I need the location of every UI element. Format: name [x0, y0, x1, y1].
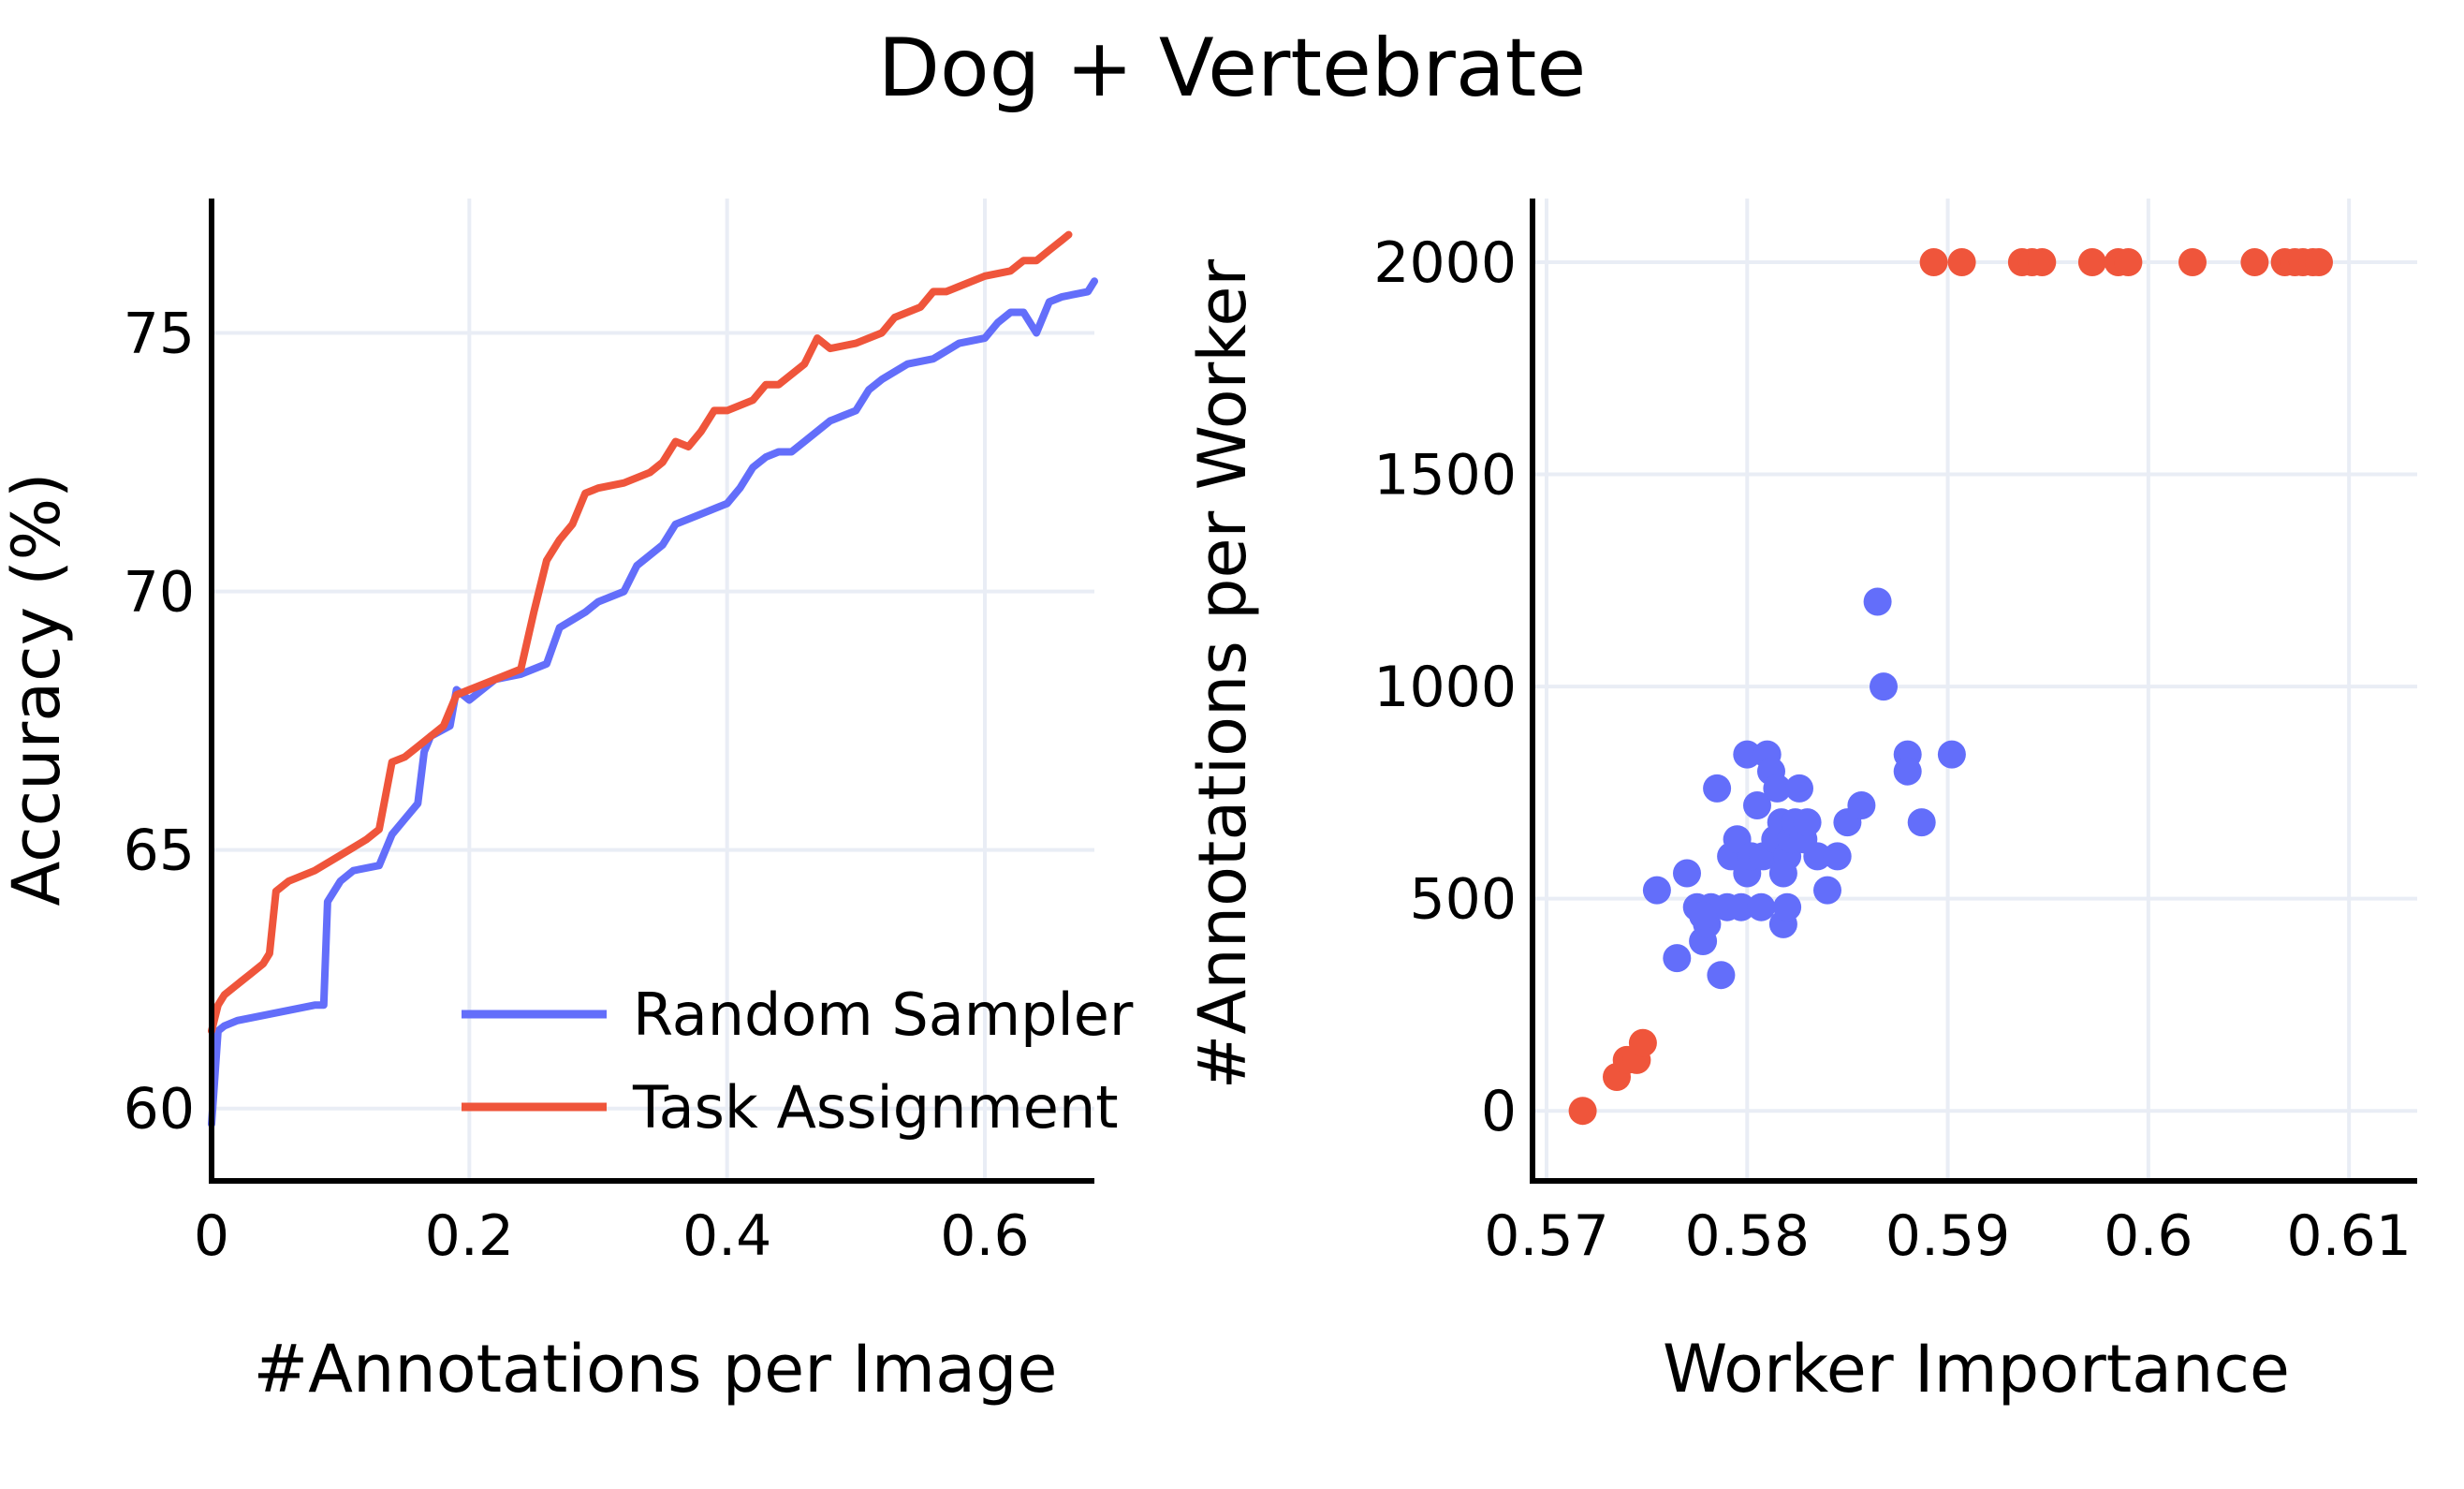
scatter-point — [2028, 248, 2057, 276]
scatter-point — [1773, 892, 1802, 921]
legend: Random Sampler Task Assignment — [462, 980, 1134, 1142]
scatter-point — [1793, 808, 1822, 837]
scatter-point — [1919, 248, 1948, 276]
scatter-point — [1893, 757, 1922, 786]
scatter-point — [1628, 1028, 1657, 1057]
scatter-point — [1726, 892, 1755, 921]
figure-title: Dog + Vertebrate — [878, 22, 1587, 115]
scatter-point — [2077, 248, 2106, 276]
left-x-tick-label: 0.4 — [682, 1203, 771, 1269]
scatter-point — [1568, 1097, 1597, 1126]
left-y-axis-label: Accuracy (%) — [0, 473, 75, 907]
right-x-tick-label: 0.58 — [1684, 1203, 1810, 1269]
series-line-task-assignment — [208, 230, 1073, 1035]
scatter-point — [1863, 587, 1892, 616]
scatter-point — [1733, 740, 1762, 769]
right-x-tick-label: 0.6 — [2104, 1203, 2193, 1269]
scatter-point — [1689, 901, 1718, 930]
legend-label-random-sampler: Random Sampler — [633, 980, 1134, 1049]
right-x-axis-label: Worker Importance — [1663, 1331, 2290, 1408]
scatter-point — [1907, 808, 1936, 837]
scatter-point — [1768, 859, 1797, 888]
scatter-point — [1947, 248, 1976, 276]
right-y-tick-label: 2000 — [1373, 230, 1517, 296]
accuracy-chart: 0 0.2 0.4 0.6 60 65 70 75 #Annotations per Imag… — [0, 199, 1134, 1408]
right-axes — [1530, 199, 2417, 1184]
scatter-point — [1743, 791, 1771, 819]
scatter-point — [1642, 876, 1671, 905]
series-line-random-sampler — [208, 277, 1098, 1128]
right-x-tick-label: 0.61 — [2286, 1203, 2412, 1269]
scatter-point — [2114, 248, 2143, 276]
left-x-tick-label: 0 — [194, 1203, 229, 1269]
scatter-point — [2240, 248, 2269, 276]
scatter-point — [1747, 892, 1776, 921]
scatter-point — [1663, 944, 1692, 973]
scatter-point — [1785, 774, 1813, 803]
left-x-tick-label: 0.6 — [940, 1203, 1029, 1269]
legend-label-task-assignment: Task Assignment — [632, 1073, 1119, 1142]
scatter-point — [2178, 248, 2207, 276]
worker-scatter-chart: 0.57 0.58 0.59 0.6 0.61 0 500 1000 1500 2000 Work… — [1184, 199, 2417, 1408]
left-y-tick-label: 75 — [124, 302, 195, 367]
scatter-point — [1763, 774, 1792, 803]
right-y-tick-label: 1000 — [1373, 655, 1517, 720]
right-y-tick-label: 1500 — [1373, 443, 1517, 509]
right-x-tick-label: 0.59 — [1885, 1203, 2011, 1269]
scatter-point — [1707, 961, 1736, 990]
left-axes — [209, 199, 1094, 1184]
right-y-tick-label: 500 — [1409, 867, 1517, 933]
scatter-point — [2305, 248, 2333, 276]
right-y-axis-label: #Annotations per Worker — [1184, 259, 1261, 1090]
left-y-tick-label: 60 — [124, 1077, 195, 1143]
scatter-point — [1803, 842, 1832, 871]
left-x-tick-label: 0.2 — [425, 1203, 514, 1269]
scatter-point — [1870, 672, 1898, 701]
right-x-tick-label: 0.57 — [1484, 1203, 1609, 1269]
left-x-axis-label: #Annotations per Image — [253, 1331, 1057, 1408]
scatter-point — [1673, 859, 1701, 888]
left-y-tick-label: 70 — [124, 560, 195, 626]
scatter-point — [1813, 876, 1841, 905]
left-y-tick-label: 65 — [124, 818, 195, 884]
scatter-point — [1703, 774, 1732, 803]
scatter-point — [1823, 842, 1852, 871]
scatter-point — [1847, 791, 1876, 819]
scatter-point — [1937, 740, 1966, 769]
right-y-tick-label: 0 — [1481, 1079, 1517, 1144]
